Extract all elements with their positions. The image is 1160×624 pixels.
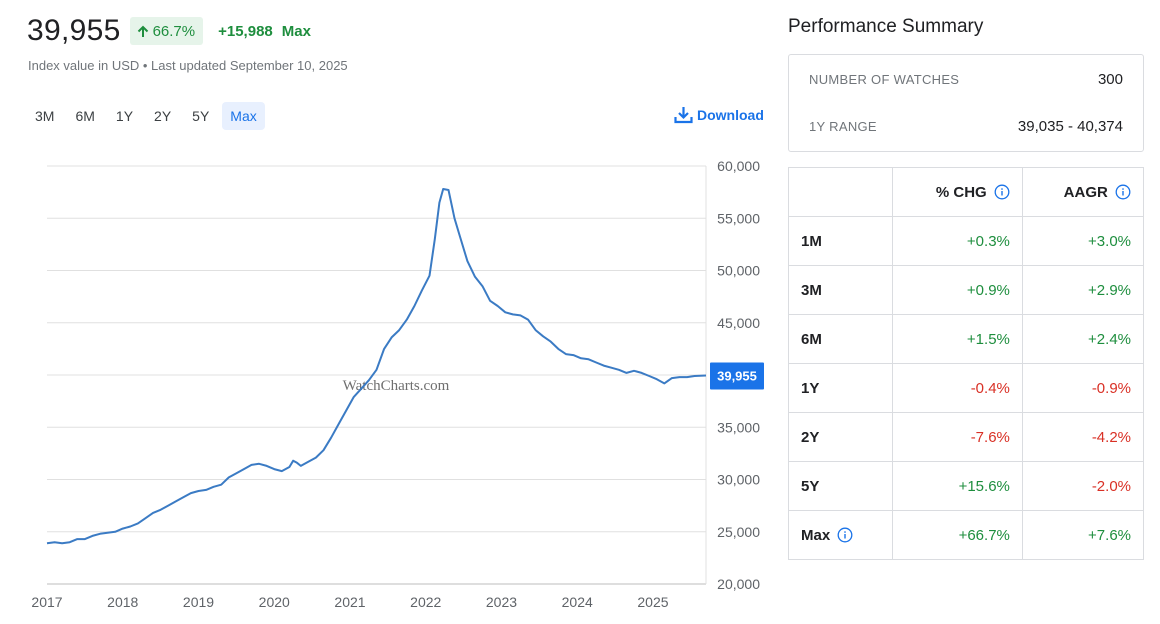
period-cell: 3M (788, 265, 893, 315)
period-cell: 6M (788, 314, 893, 364)
table-row: 1M +0.3% +3.0% (788, 216, 1145, 266)
aagr-cell: +3.0% (1021, 216, 1145, 266)
chg-cell: -7.6% (892, 412, 1023, 462)
watches-label: NUMBER OF WATCHES (809, 72, 960, 87)
chg-header-label: % CHG (935, 183, 987, 201)
aagr-cell: -4.2% (1021, 412, 1145, 462)
y-tick-label: 45,000 (717, 315, 760, 331)
table-row: 1Y -0.4% -0.9% (788, 363, 1145, 413)
price-row: 39,955 66.7% +15,988 Max (27, 14, 311, 48)
period-cell: 2Y (788, 412, 893, 462)
download-button[interactable]: Download (674, 106, 764, 124)
chg-cell: +0.9% (892, 265, 1023, 315)
watches-row: NUMBER OF WATCHES 300 (809, 71, 1123, 88)
range-button-3m[interactable]: 3M (35, 108, 55, 124)
range-row: 1Y RANGE 39,035 - 40,374 (809, 118, 1123, 135)
absolute-change: +15,988 (218, 22, 273, 40)
aagr-cell: -2.0% (1021, 461, 1145, 511)
aagr-cell: +2.4% (1021, 314, 1145, 364)
period-cell: 5Y (788, 461, 893, 511)
chg-cell: +66.7% (892, 510, 1023, 560)
aagr-header: AAGR (1021, 167, 1145, 217)
table-row: 3M +0.9% +2.9% (788, 265, 1145, 315)
x-tick-label: 2018 (107, 594, 138, 610)
y-tick-label: 50,000 (717, 263, 760, 279)
period-cell: 1M (788, 216, 893, 266)
performance-table: % CHG AAGR 1M +0.3% +3.0% 3M +0.9% +2.9% (788, 167, 1145, 560)
period-header (788, 167, 893, 217)
index-line-chart: 20,00025,00030,00035,00040,00045,00050,0… (31, 158, 764, 610)
current-value-label: 39,955 (717, 368, 757, 383)
y-tick-label: 30,000 (717, 472, 760, 488)
aagr-cell: +7.6% (1021, 510, 1145, 560)
y-tick-label: 25,000 (717, 524, 760, 540)
range-selector: 3M 6M 1Y 2Y 5Y Max (27, 102, 270, 130)
table-row: 6M +1.5% +2.4% (788, 314, 1145, 364)
percent-change-value: 66.7% (152, 23, 196, 40)
aagr-cell: +2.9% (1021, 265, 1145, 315)
range-button-max[interactable]: Max (222, 102, 265, 130)
change-period: Max (281, 22, 311, 40)
one-year-range-value: 39,035 - 40,374 (1017, 118, 1123, 135)
range-button-5y[interactable]: 5Y (192, 108, 210, 124)
x-tick-label: 2022 (410, 594, 441, 610)
period-cell: Max (788, 510, 893, 560)
one-year-range-label: 1Y RANGE (809, 119, 877, 134)
x-tick-label: 2019 (183, 594, 214, 610)
x-tick-label: 2025 (637, 594, 668, 610)
chg-cell: +1.5% (892, 314, 1023, 364)
watches-value: 300 (1097, 71, 1123, 88)
x-tick-label: 2023 (486, 594, 517, 610)
x-tick-label: 2020 (259, 594, 290, 610)
y-tick-label: 60,000 (717, 158, 760, 174)
range-button-2y[interactable]: 2Y (154, 108, 172, 124)
table-row: Max +66.7% +7.6% (788, 510, 1145, 560)
info-icon[interactable] (994, 184, 1010, 200)
table-header-row: % CHG AAGR (788, 167, 1145, 217)
subtitle: Index value in USD • Last updated Septem… (28, 58, 348, 73)
index-price: 39,955 (27, 14, 121, 47)
info-icon[interactable] (837, 527, 853, 543)
watermark: WatchCharts.com (343, 378, 450, 394)
chg-cell: +15.6% (892, 461, 1023, 511)
range-button-6m[interactable]: 6M (75, 108, 95, 124)
index-series-line (46, 188, 707, 545)
chg-cell: +0.3% (892, 216, 1023, 266)
table-row: 5Y +15.6% -2.0% (788, 461, 1145, 511)
chg-header: % CHG (892, 167, 1023, 217)
aagr-cell: -0.9% (1021, 363, 1145, 413)
y-tick-label: 55,000 (717, 210, 760, 226)
percent-change-badge: 66.7% (129, 17, 204, 45)
chg-cell: -0.4% (892, 363, 1023, 413)
current-value-badge (710, 362, 764, 390)
period-label: Max (801, 526, 831, 544)
x-tick-label: 2021 (334, 594, 365, 610)
arrow-up-icon (137, 25, 148, 37)
download-label: Download (697, 107, 764, 123)
range-button-1y[interactable]: 1Y (115, 108, 134, 124)
y-tick-label: 35,000 (717, 419, 760, 435)
performance-summary-title: Performance Summary (788, 16, 984, 37)
x-tick-label: 2024 (562, 594, 593, 610)
chart-panel: 39,955 66.7% +15,988 Max Index value in … (27, 14, 764, 610)
aagr-header-label: AAGR (1063, 183, 1108, 201)
table-row: 2Y -7.6% -4.2% (788, 412, 1145, 462)
y-tick-label: 20,000 (717, 576, 760, 592)
x-tick-label: 2017 (31, 594, 62, 610)
info-icon[interactable] (1115, 184, 1131, 200)
stats-box: NUMBER OF WATCHES 300 1Y RANGE 39,035 - … (788, 54, 1144, 152)
download-icon (674, 107, 693, 124)
period-cell: 1Y (788, 363, 893, 413)
